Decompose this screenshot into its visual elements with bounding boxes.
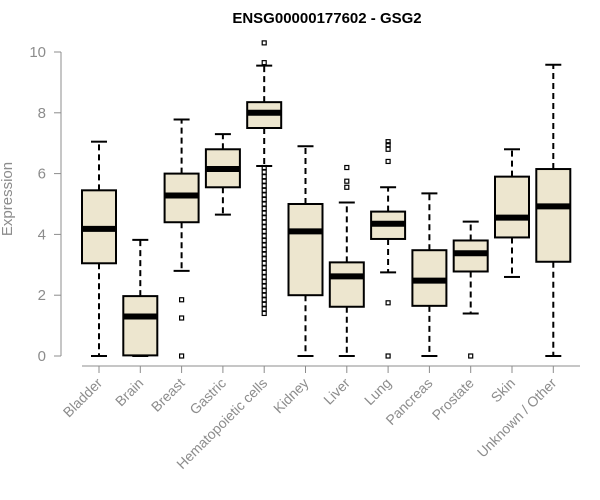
outlier-point	[261, 301, 267, 307]
outlier-point	[261, 278, 267, 285]
outlier-point	[261, 283, 267, 289]
outlier-point	[179, 315, 185, 321]
outlier-point	[261, 288, 267, 294]
outlier-point	[261, 260, 267, 266]
outlier-point	[385, 353, 391, 359]
outlier-point	[261, 274, 267, 280]
outlier-point	[261, 215, 267, 221]
box-plot-pancreas	[411, 192, 448, 357]
outlier-point	[261, 251, 267, 257]
outlier-point	[261, 310, 267, 317]
x-tick-label: Liver	[320, 375, 353, 408]
outlier-point	[261, 269, 267, 275]
x-tick-label: Bladder	[60, 375, 106, 421]
outlier-point	[385, 158, 391, 165]
x-tick-label: Breast	[148, 375, 188, 415]
chart-title: ENSG00000177602 - GSG2	[232, 10, 421, 27]
outlier-point	[468, 353, 474, 359]
box-plot-lung	[370, 139, 407, 359]
outlier-point	[385, 146, 391, 152]
outlier-point	[385, 139, 391, 145]
y-ticks: 0 2 4 6 8 10	[29, 44, 61, 365]
outlier-point	[261, 265, 267, 271]
y-tick-label: 4	[38, 226, 46, 243]
outlier-point	[261, 233, 267, 239]
x-tick-label: Prostate	[429, 375, 477, 423]
iqr-box	[494, 175, 530, 239]
box-plot-kidney	[287, 145, 324, 357]
outlier-point	[261, 306, 267, 312]
y-axis-label: Expression	[0, 162, 16, 236]
outlier-point	[261, 242, 267, 248]
outlier-point	[261, 247, 267, 253]
outlier-point	[261, 256, 267, 262]
outlier-point	[261, 187, 267, 193]
box-plot-gastric	[204, 133, 241, 216]
outlier-point	[261, 60, 267, 66]
x-tick-label: Kidney	[270, 375, 312, 417]
outlier-point	[261, 219, 267, 225]
boxes	[81, 40, 572, 359]
x-tick-label: Lung	[361, 375, 394, 408]
box-plot-breast	[163, 118, 200, 359]
y-tick-label: 2	[38, 287, 46, 304]
x-tick-label: Skin	[488, 375, 519, 406]
box-plot-skin	[494, 148, 530, 278]
outlier-point	[261, 196, 267, 203]
box-plot-hematopoietic-cells	[246, 40, 283, 317]
outlier-point	[261, 292, 267, 298]
outlier-point	[261, 228, 267, 234]
outlier-point	[261, 201, 267, 207]
y-tick-label: 6	[38, 166, 46, 183]
iqr-box	[122, 295, 159, 357]
box-plot-unknown-other	[535, 63, 572, 357]
outlier-point	[261, 174, 267, 180]
outlier-point	[344, 184, 350, 190]
outlier-point	[261, 183, 267, 189]
outlier-point	[261, 210, 267, 216]
iqr-box	[328, 261, 365, 308]
x-tick-label: Brain	[112, 375, 146, 409]
y-tick-label: 10	[29, 44, 46, 61]
outlier-point	[179, 297, 185, 303]
y-tick-label: 8	[38, 105, 46, 122]
outlier-point	[261, 40, 267, 46]
y-tick-label: 0	[38, 348, 46, 365]
box-plot-prostate	[452, 220, 489, 359]
outlier-point	[385, 300, 391, 306]
box-plot-brain	[122, 238, 159, 357]
box-plot-liver	[328, 164, 365, 357]
box-plot-bladder	[81, 140, 117, 357]
outlier-point	[344, 178, 350, 184]
iqr-box	[287, 203, 324, 297]
iqr-box	[535, 168, 572, 263]
outlier-point	[179, 353, 185, 359]
outlier-point	[261, 192, 267, 198]
outlier-point	[261, 169, 267, 175]
outlier-point	[261, 224, 267, 230]
outlier-point	[344, 164, 350, 171]
outlier-point	[261, 178, 267, 184]
outlier-point	[261, 237, 267, 244]
outlier-point	[261, 205, 267, 212]
outlier-point	[261, 297, 267, 303]
